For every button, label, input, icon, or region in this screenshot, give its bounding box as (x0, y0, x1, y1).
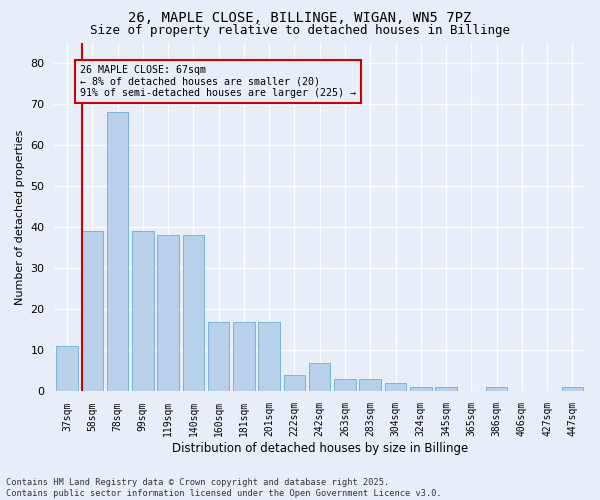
Bar (132, 232, 154, 392)
Bar (284, 375, 305, 392)
Bar (359, 379, 381, 392)
Bar (486, 388, 508, 392)
Text: Contains HM Land Registry data © Crown copyright and database right 2025.
Contai: Contains HM Land Registry data © Crown c… (6, 478, 442, 498)
Bar (309, 362, 331, 392)
Bar (334, 379, 356, 392)
Bar (562, 388, 583, 392)
Y-axis label: Number of detached properties: Number of detached properties (15, 130, 25, 304)
Bar (56, 346, 78, 392)
Bar (208, 322, 229, 392)
Bar (107, 112, 128, 392)
Bar (410, 388, 431, 392)
Bar (82, 232, 103, 392)
Bar (259, 322, 280, 392)
Text: Size of property relative to detached houses in Billinge: Size of property relative to detached ho… (90, 24, 510, 37)
Bar (385, 384, 406, 392)
Bar (182, 236, 204, 392)
Text: 26 MAPLE CLOSE: 67sqm
← 8% of detached houses are smaller (20)
91% of semi-detac: 26 MAPLE CLOSE: 67sqm ← 8% of detached h… (80, 65, 356, 98)
Bar (233, 322, 254, 392)
X-axis label: Distribution of detached houses by size in Billinge: Distribution of detached houses by size … (172, 442, 468, 455)
Bar (435, 388, 457, 392)
Text: 26, MAPLE CLOSE, BILLINGE, WIGAN, WN5 7PZ: 26, MAPLE CLOSE, BILLINGE, WIGAN, WN5 7P… (128, 11, 472, 25)
Bar (157, 236, 179, 392)
